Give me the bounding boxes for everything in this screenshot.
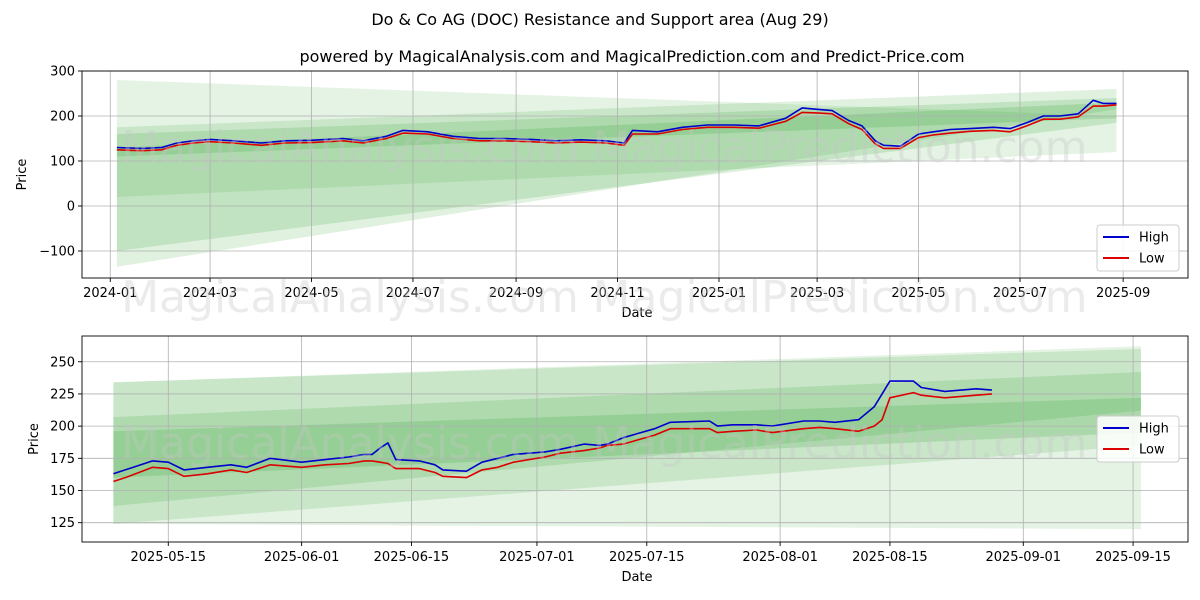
x-tick-label: 2024-07	[386, 286, 440, 301]
x-tick-label: 2025-07-01	[499, 550, 575, 565]
x-tick-label: 2025-09-01	[985, 550, 1061, 565]
series-line-high	[116, 99, 1117, 150]
x-tick-label: 2025-08-01	[742, 550, 818, 565]
band-group	[116, 80, 1117, 267]
x-tick-label: 2024-05	[284, 286, 338, 301]
y-tick-label: 175	[50, 452, 75, 467]
resistance-support-band	[116, 80, 1117, 197]
y-tick-label: 200	[50, 110, 75, 125]
plot-frame	[81, 335, 1189, 543]
x-tick-label: 2025-03	[790, 286, 844, 301]
x-tick-label: 2025-07	[993, 286, 1047, 301]
series-line-low	[116, 104, 1117, 152]
x-tick-label: 2025-07-15	[609, 550, 685, 565]
resistance-support-band	[113, 372, 1141, 506]
bottom-panel: 2025-05-15 2025-06-01 2025-06-15 2025-07-01…	[27, 335, 1189, 585]
x-tick-label: 2024-09	[489, 286, 543, 301]
series-line-low	[113, 391, 992, 483]
y-axis-label: Price	[15, 159, 30, 191]
top-panel: 2024-01 2024-03 2024-05 2024-07 2024-09 2024-…	[15, 65, 1189, 323]
x-tick-label: 2024-11	[590, 286, 644, 301]
x-tick-label: 2024-03	[183, 286, 237, 301]
y-axis-label: Price	[27, 423, 42, 455]
watermark-text: MagicalPrediction.com	[593, 272, 1088, 323]
watermark-text: MagicalAnalysis.com	[121, 272, 579, 323]
x-tick-label: 2025-05	[891, 286, 945, 301]
legend: High Low	[1096, 224, 1180, 272]
resistance-support-band	[113, 397, 1141, 478]
y-tick-label: 300	[50, 65, 75, 80]
x-tick-label: 2025-05-15	[131, 550, 207, 565]
legend-label-low: Low	[1139, 252, 1165, 267]
x-axis-label: Date	[621, 306, 652, 321]
chart-title: Do & Co AG (DOC) Resistance and Support …	[371, 10, 828, 29]
watermark-text: MagicalPrediction.com	[593, 122, 1088, 173]
y-tick-label: 250	[50, 355, 75, 370]
resistance-support-band	[116, 98, 1117, 251]
watermark-text: MagicalAnalysis.com	[121, 418, 579, 469]
x-tick-label: 2025-08-15	[852, 550, 928, 565]
x-tick-label: 2025-09-15	[1095, 550, 1171, 565]
watermark-text: MagicalAnalysis.com	[121, 122, 579, 173]
x-tick-label: 2024-01	[83, 286, 137, 301]
series-group	[116, 99, 1117, 152]
y-tick-label: 125	[50, 516, 75, 531]
watermark-text: MagicalPrediction.com	[593, 418, 1088, 469]
legend-label-low: Low	[1139, 443, 1165, 458]
x-tick-label: 2025-06-01	[264, 550, 340, 565]
y-tick-label: −100	[39, 245, 75, 260]
x-tick-label: 2025-09	[1096, 286, 1150, 301]
chart-subtitle: powered by MagicalAnalysis.com and Magic…	[299, 47, 964, 66]
x-tick-label: 2025-01	[692, 286, 746, 301]
x-axis-label: Date	[621, 570, 652, 585]
y-tick-label: 200	[50, 420, 75, 435]
y-tick-label: 100	[50, 155, 75, 170]
y-tick-label: 225	[50, 387, 75, 402]
legend: High Low	[1096, 415, 1180, 463]
y-tick-label: 150	[50, 484, 75, 499]
x-tick-label: 2025-06-15	[374, 550, 450, 565]
grid-lines	[82, 336, 1188, 542]
series-group	[113, 380, 992, 483]
legend-label-high: High	[1139, 231, 1169, 246]
plot-frame	[81, 70, 1189, 279]
legend-label-high: High	[1139, 422, 1169, 437]
series-line-high	[113, 380, 992, 475]
y-tick-label: 0	[67, 200, 75, 215]
